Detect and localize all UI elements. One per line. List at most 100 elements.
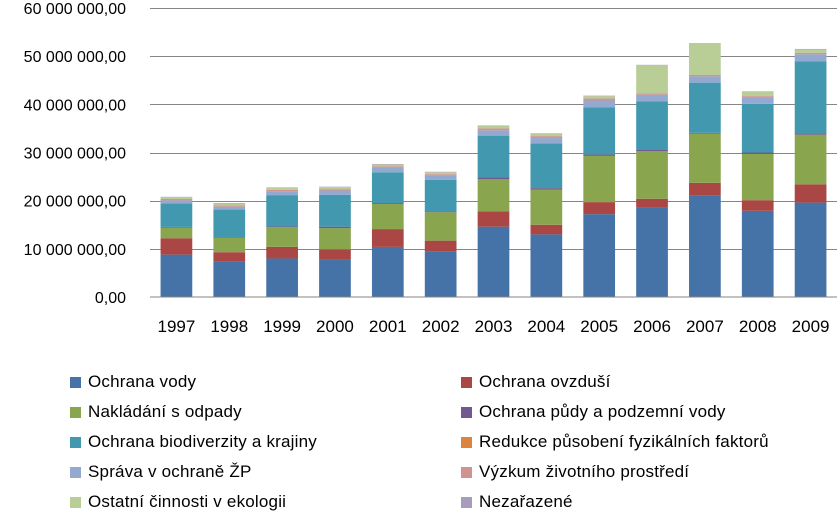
bar-segment [424,240,457,252]
bar-stack-2008 [741,91,774,297]
bar-segment [371,167,404,173]
bar-segment [424,179,457,212]
bar-segment [424,174,457,176]
bar-segment [477,178,510,212]
legend-item-vyzkum: Výzkum životního prostředí [461,460,689,484]
bar-segment [213,237,246,253]
bar-segment [371,172,404,204]
bar-segment [371,203,404,205]
x-tick-label: 2000 [316,317,354,336]
bar-segment [689,43,721,75]
bar-segment [530,133,563,137]
bar-segment [477,130,510,136]
bar-segment [371,229,404,247]
bar-segment [477,128,510,131]
bar-stack-2002 [424,171,457,297]
bar-segment [741,91,774,97]
bar-segment [319,228,351,250]
bar-segment [371,166,404,168]
bar-segment [583,155,616,203]
y-tick-label: 60 000 000,00 [24,1,126,18]
bar-segment [213,237,246,238]
bar-stack-2006 [636,64,668,297]
bar-segment [741,96,774,98]
x-tick-label: 2007 [686,317,724,336]
legend-swatch [461,406,472,418]
legend-item-ochrana-vody: Ochrana vody [70,370,196,394]
bar-segment [213,203,246,206]
x-tick-label: 2006 [633,317,671,336]
bars [160,43,827,297]
legend-swatch [70,376,81,388]
bar-segment [794,54,827,62]
bar-segment [741,152,774,154]
legend-label: Nezařazené [479,492,573,511]
legend-item-ochrana-ovzdusi: Ochrana ovzduší [461,370,611,394]
y-tick-label: 20 000 000,00 [24,194,126,211]
legend: Ochrana vody Ochrana ovzduší Nakládání s… [0,366,838,517]
legend-label: Ochrana vody [88,372,197,391]
bar-segment [530,188,563,190]
bar-segment [530,143,563,189]
bar-segment [530,224,563,235]
x-tick-label: 1997 [158,317,196,336]
bar-segment [160,238,193,255]
bar-segment [213,205,246,207]
bar-segment [319,190,351,195]
y-axis-tick-labels: 0,00 10 000 000,00 20 000 000,00 30 000 000… [24,1,126,307]
bar-segment [583,100,616,108]
legend-swatch [70,496,81,508]
legend-label: Výzkum životního prostředí [479,462,690,481]
bar-segment [741,200,774,211]
legend-swatch [70,466,81,478]
y-tick-label: 40 000 000,00 [24,97,126,114]
legend-label: Ochrana ovzduší [479,372,611,391]
bar-segment [794,134,827,185]
legend-swatch [461,436,472,448]
bar-segment [530,189,563,225]
bar-segment [741,103,774,153]
bar-segment [636,65,668,94]
x-tick-label: 2004 [527,317,565,336]
bar-segment [794,133,827,135]
bar-stack-2003 [477,125,510,297]
bar-segment [583,107,616,155]
bar-stack-1997 [160,196,193,297]
legend-item-ochrana-pudy: Ochrana půdy a podzemní vody [461,400,726,424]
bar-stack-2001 [371,164,404,297]
legend-swatch [461,466,472,478]
y-tick-label: 30 000 000,00 [24,146,126,163]
legend-swatch [70,406,81,418]
x-tick-label: 1998 [210,317,248,336]
legend-item-ochrana-biodiverzity: Ochrana biodiverzity a krajiny [70,430,317,454]
x-tick-label: 2009 [792,317,830,336]
bar-segment [636,101,668,150]
bar-segment [689,182,721,196]
bar-segment [477,177,510,179]
bar-segment [794,184,827,203]
bar-segment [266,227,298,247]
bar-segment [160,254,193,297]
bar-segment [319,249,351,260]
bar-segment [424,211,457,213]
bar-segment [424,172,457,175]
legend-label: Ostatní činnosti v ekologii [88,492,287,511]
legend-item-redukce-faktoru: Redukce působení fyzikálních faktorů [461,430,769,454]
bar-segment [160,198,193,201]
bar-segment [689,74,721,77]
bar-segment [636,149,668,152]
bar-segment [794,202,827,297]
bar-segment [636,94,668,102]
legend-label: Ochrana biodiverzity a krajiny [88,432,317,451]
legend-item-ostatni-cinnosti: Ostatní činnosti v ekologii [70,490,286,514]
legend-item-sprava-zp: Správa v ochraně ŽP [70,460,252,484]
bar-segment [371,246,404,297]
x-tick-label: 2005 [580,317,618,336]
y-tick-label: 50 000 000,00 [24,49,126,66]
bar-segment [266,189,298,192]
bar-segment [636,93,668,95]
bar-segment [530,234,563,297]
legend-swatch [70,436,81,448]
bar-segment [477,226,510,297]
bar-segment [741,97,774,104]
